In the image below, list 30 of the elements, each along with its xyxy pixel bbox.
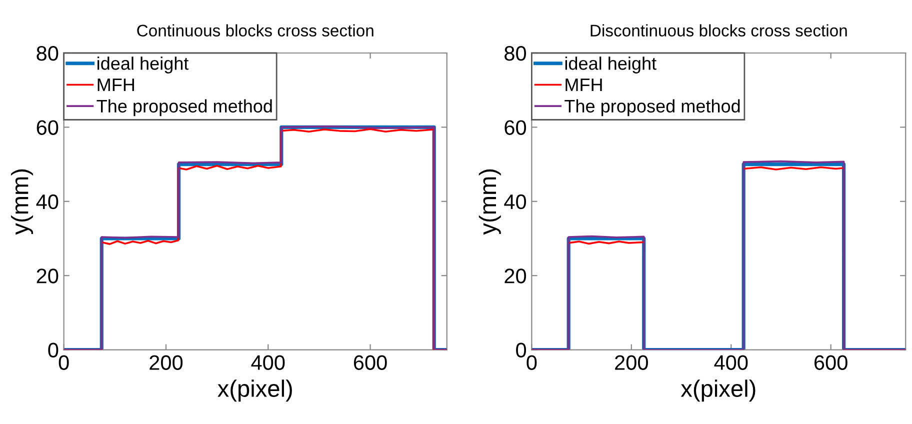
legend-label: The proposed method <box>564 99 740 116</box>
legend-label: MFH <box>566 78 602 92</box>
chart-title: Discontinuous blocks cross section <box>590 24 847 36</box>
x-tick-label: 200 <box>150 355 183 370</box>
y-tick-label: 0 <box>48 342 58 358</box>
x-tick-label: 400 <box>714 355 748 370</box>
x-tick-label: 0 <box>58 355 69 370</box>
chart-title: Continuous blocks cross section <box>137 24 374 36</box>
x-tick-label: 600 <box>814 355 848 370</box>
legend-label: The proposed method <box>96 99 272 116</box>
y-tick-label: 80 <box>504 46 526 61</box>
y-tick-label: 40 <box>504 194 526 210</box>
y-tick-label: 80 <box>36 46 58 61</box>
legend-label: ideal height <box>565 56 656 74</box>
x-axis-title: x(pixel) <box>218 380 292 402</box>
y-axis-title: y(mm) <box>11 169 34 235</box>
legend-label: MFH <box>98 78 134 92</box>
legend-label: ideal height <box>98 56 189 74</box>
x-tick-label: 600 <box>354 355 387 370</box>
y-tick-label: 0 <box>516 342 526 358</box>
y-tick-label: 60 <box>504 120 526 135</box>
x-tick-label: 400 <box>251 355 285 370</box>
x-tick-label: 200 <box>615 355 648 370</box>
y-tick-label: 60 <box>36 120 58 135</box>
y-tick-label: 40 <box>36 194 58 210</box>
x-tick-label: 0 <box>526 355 537 370</box>
y-axis-title: y(mm) <box>478 169 501 235</box>
y-tick-label: 20 <box>504 268 526 284</box>
x-axis-title: x(pixel) <box>680 380 756 402</box>
y-tick-label: 20 <box>36 268 58 284</box>
